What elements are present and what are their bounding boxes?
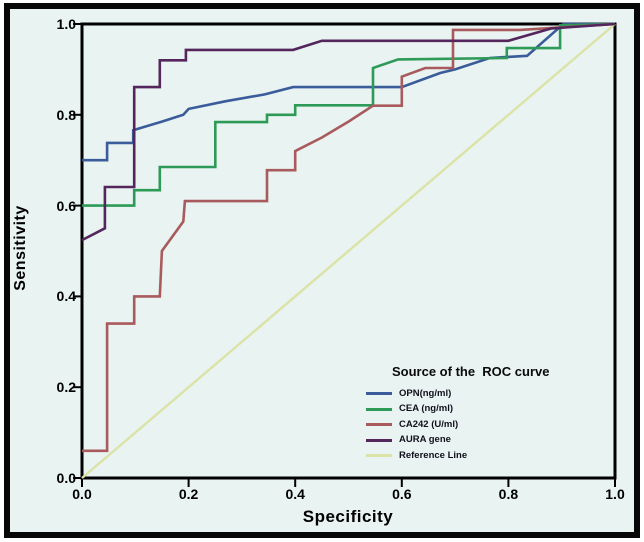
x-tick-label: 0.8	[498, 486, 519, 502]
legend-item-reference-line: Reference Line	[362, 448, 577, 463]
x-tick-label: 1.0	[605, 486, 625, 502]
legend-swatch-cea-ng-ml	[366, 407, 392, 411]
x-tick-label: 0.2	[178, 486, 199, 502]
legend-swatch-ca242-u-ml	[366, 423, 392, 426]
x-axis-title: Specificity	[302, 507, 394, 526]
legend-item-label: Reference Line	[399, 449, 468, 461]
legend-item-cea-ng-ml: CEA (ng/ml)	[362, 402, 577, 417]
plot-frame	[80, 22, 617, 480]
y-axis-title: Sensitivity	[12, 205, 29, 291]
roc-curve-reference-line	[81, 23, 616, 479]
legend-swatch-opn-ng-ml	[366, 392, 392, 395]
roc-curve-aura-gene	[81, 22, 616, 242]
legend-item-label: CA242 (U/ml)	[399, 418, 459, 430]
legend-item-aura-gene: AURA gene	[362, 433, 577, 448]
y-tick-label: 0.4	[56, 288, 76, 305]
x-tick-label: 0.4	[285, 486, 305, 502]
roc-curve-ca242-u-ml	[82, 22, 616, 453]
legend-title: Source of the ROC curve	[392, 364, 550, 379]
x-tick-label: 0.6	[392, 486, 412, 502]
legend-items: OPN(ng/ml) CEA (ng/ml) CA242 (U/ml) AURA ge…	[362, 386, 577, 463]
legend-swatch-aura-gene	[366, 438, 392, 442]
legend-item-label: OPN(ng/ml)	[399, 387, 452, 399]
x-tick-label: 0.0	[72, 486, 92, 502]
y-tick-label: 0.2	[56, 379, 76, 396]
roc-curve-cea-ng-ml	[82, 22, 616, 207]
legend: Source of the ROC curve OPN(ng/ml) CEA (n…	[362, 364, 577, 463]
y-tick-label: 0.0	[56, 470, 76, 486]
y-tick-label: 0.8	[56, 106, 76, 123]
legend-item-ca242-u-ml: CA242 (U/ml)	[362, 417, 577, 432]
legend-item-opn-ng-ml: OPN(ng/ml)	[362, 386, 577, 401]
legend-swatch-reference-line	[366, 454, 392, 457]
y-tick-label: 1.0	[56, 16, 76, 32]
y-tick-label: 0.6	[56, 197, 76, 214]
legend-item-label: CEA (ng/ml)	[399, 403, 454, 414]
legend-item-label: AURA gene	[399, 434, 451, 445]
